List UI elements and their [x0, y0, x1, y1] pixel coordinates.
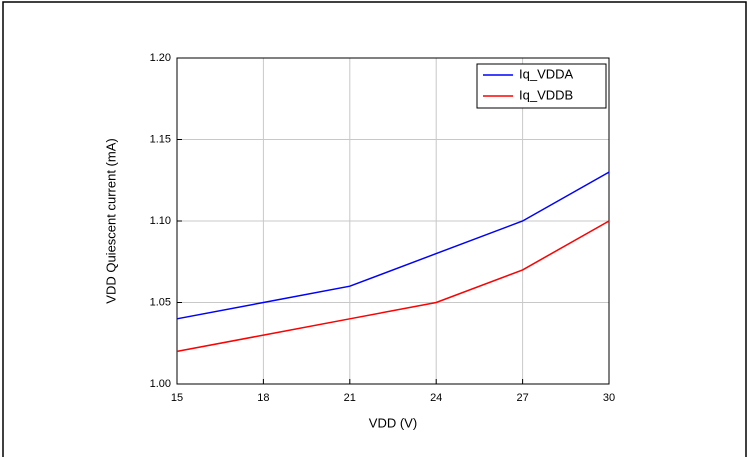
legend-box — [476, 63, 607, 109]
legend-label: Iq_VDDA — [519, 66, 574, 81]
x-tick-label: 24 — [430, 392, 442, 404]
x-axis-label: VDD (V) — [369, 415, 417, 430]
y-axis-label: VDD Quiescent current (mA) — [103, 138, 118, 303]
y-tick-label: 1.10 — [150, 215, 171, 227]
x-tick-label: 15 — [171, 392, 183, 404]
legend-label: Iq_VDDB — [519, 87, 573, 102]
y-tick-label: 1.05 — [150, 296, 171, 308]
y-tick-label: 1.15 — [150, 133, 171, 145]
x-tick-label: 21 — [344, 392, 356, 404]
x-tick-label: 18 — [257, 392, 269, 404]
series-line — [176, 220, 610, 353]
x-tick-label: 27 — [516, 392, 528, 404]
series-line — [176, 171, 610, 320]
y-tick-label: 1.00 — [150, 378, 171, 390]
x-tick-label: 30 — [603, 392, 615, 404]
y-tick-label: 1.20 — [150, 52, 171, 64]
